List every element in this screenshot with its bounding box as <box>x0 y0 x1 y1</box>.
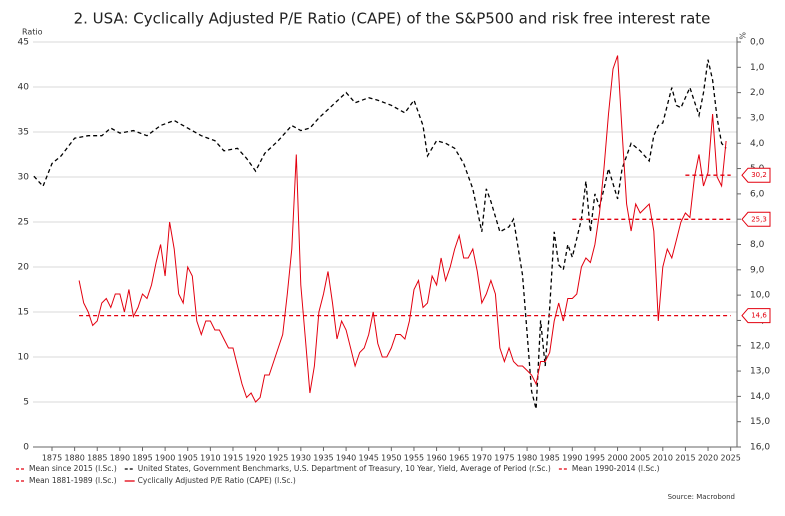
x-tick-label: 2020 <box>698 454 718 463</box>
x-tick-label: 1905 <box>178 454 198 463</box>
y2-tick-label: 1,0 <box>750 63 765 73</box>
y2-tick-label: 14,0 <box>750 392 770 402</box>
x-tick-label: 1925 <box>268 454 288 463</box>
x-tick-label: 1890 <box>110 454 130 463</box>
chart-title: 2. USA: Cyclically Adjusted P/E Ratio (C… <box>74 10 711 28</box>
x-tick-label: 1940 <box>336 454 356 463</box>
x-tick-label: 1930 <box>291 454 311 463</box>
legend-label: Mean 1881-1989 (l.Sc.) <box>29 476 117 485</box>
y-tick-label: 15 <box>18 308 29 318</box>
y2-axis-label: % <box>738 32 747 40</box>
x-tick-label: 1960 <box>426 454 446 463</box>
x-tick-label: 2010 <box>653 454 673 463</box>
y-tick-label: 10 <box>18 353 30 363</box>
legend-label: Mean 1990-2014 (l.Sc.) <box>572 464 660 473</box>
legend-label: Cyclically Adjusted P/E Ratio (CAPE) (l.… <box>138 476 296 485</box>
y-axis-label: Ratio <box>22 28 43 37</box>
x-tick-label: 1965 <box>449 454 469 463</box>
series-line <box>78 55 727 403</box>
value-label: 30,2 <box>751 171 767 179</box>
x-tick-label: 1935 <box>313 454 333 463</box>
y-tick-label: 40 <box>18 83 30 93</box>
value-label-box <box>741 308 771 324</box>
y2-tick-label: 6,0 <box>750 189 765 199</box>
x-tick-label: 2025 <box>720 454 740 463</box>
x-tick-label: 1990 <box>562 454 582 463</box>
x-tick-label: 1900 <box>155 454 175 463</box>
value-label: 25,3 <box>751 215 767 223</box>
y-tick-label: 0 <box>23 443 29 453</box>
y-tick-label: 35 <box>18 128 29 138</box>
x-tick-label: 2000 <box>607 454 627 463</box>
x-tick-label: 1955 <box>404 454 424 463</box>
x-tick-label: 1970 <box>472 454 492 463</box>
y2-tick-label: 2,0 <box>750 88 765 98</box>
x-tick-label: 1915 <box>223 454 243 463</box>
y-tick-label: 30 <box>18 173 30 183</box>
y2-tick-label: 8,0 <box>750 240 765 250</box>
legend-label: United States, Government Benchmarks, U.… <box>138 464 551 473</box>
y2-tick-label: 16,0 <box>750 443 770 453</box>
x-tick-label: 1920 <box>245 454 265 463</box>
y2-tick-label: 4,0 <box>750 139 765 149</box>
legend-label: Mean since 2015 (l.Sc.) <box>29 464 117 473</box>
value-label-box <box>741 211 771 227</box>
y2-tick-label: 9,0 <box>750 265 765 275</box>
source: Source: Macrobond <box>668 493 735 501</box>
value-label: 14,6 <box>751 312 767 320</box>
x-tick-label: 1895 <box>132 454 152 463</box>
x-tick-label: 1975 <box>494 454 514 463</box>
x-tick-label: 2005 <box>630 454 650 463</box>
y-tick-label: 20 <box>18 263 30 273</box>
x-tick-label: 1985 <box>540 454 560 463</box>
series-line <box>33 59 727 410</box>
x-tick-label: 1995 <box>585 454 605 463</box>
y2-tick-label: 13,0 <box>750 367 770 377</box>
x-tick-label: 1880 <box>64 454 84 463</box>
x-tick-label: 1875 <box>42 454 62 463</box>
y2-tick-label: 12,0 <box>750 341 770 351</box>
x-tick-label: 1885 <box>87 454 107 463</box>
y2-tick-label: 3,0 <box>750 113 765 123</box>
y2-tick-label: 10,0 <box>750 291 770 301</box>
y-tick-label: 45 <box>18 38 29 48</box>
value-label-box <box>741 167 771 183</box>
x-tick-label: 1945 <box>359 454 379 463</box>
x-tick-label: 1910 <box>200 454 220 463</box>
x-tick-label: 2015 <box>675 454 695 463</box>
y2-tick-label: 0,0 <box>750 38 765 48</box>
y2-tick-label: 15,0 <box>750 417 770 427</box>
x-tick-label: 1950 <box>381 454 401 463</box>
x-tick-label: 1980 <box>517 454 537 463</box>
y-tick-label: 5 <box>23 398 29 408</box>
y-tick-label: 25 <box>18 218 29 228</box>
plot-area <box>33 42 737 447</box>
